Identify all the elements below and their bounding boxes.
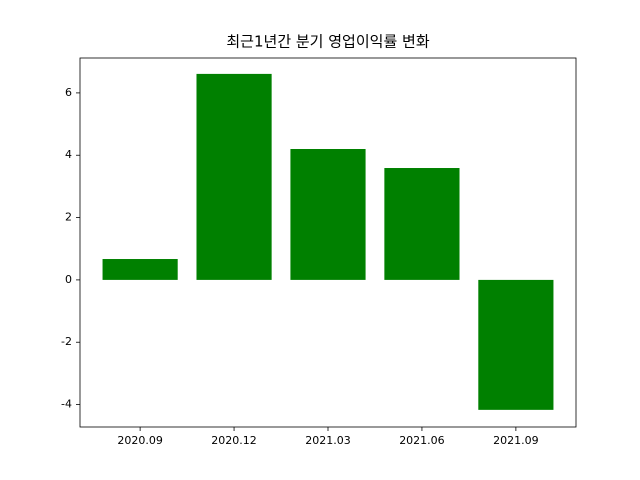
chart-title: 최근1년간 분기 영업이익률 변화: [226, 33, 429, 51]
y-tick-label: -2: [61, 335, 72, 348]
bar: [478, 279, 554, 410]
x-tick-label: 2020.09: [117, 434, 163, 447]
x-tick-label: 2021.06: [399, 434, 445, 447]
bar: [196, 73, 272, 280]
bar: [102, 259, 178, 280]
bar: [290, 149, 366, 280]
x-tick-label: 2020.12: [211, 434, 257, 447]
y-tick-label: 2: [65, 211, 72, 224]
y-tick-label: -4: [61, 398, 72, 411]
x-tick-label: 2021.03: [305, 434, 351, 447]
x-tick-label: 2021.09: [493, 434, 539, 447]
y-tick-label: 6: [65, 86, 72, 99]
y-tick-label: 4: [65, 148, 72, 161]
bar: [384, 168, 460, 280]
plot-frame: [79, 57, 577, 428]
y-tick-label: 0: [65, 273, 72, 286]
